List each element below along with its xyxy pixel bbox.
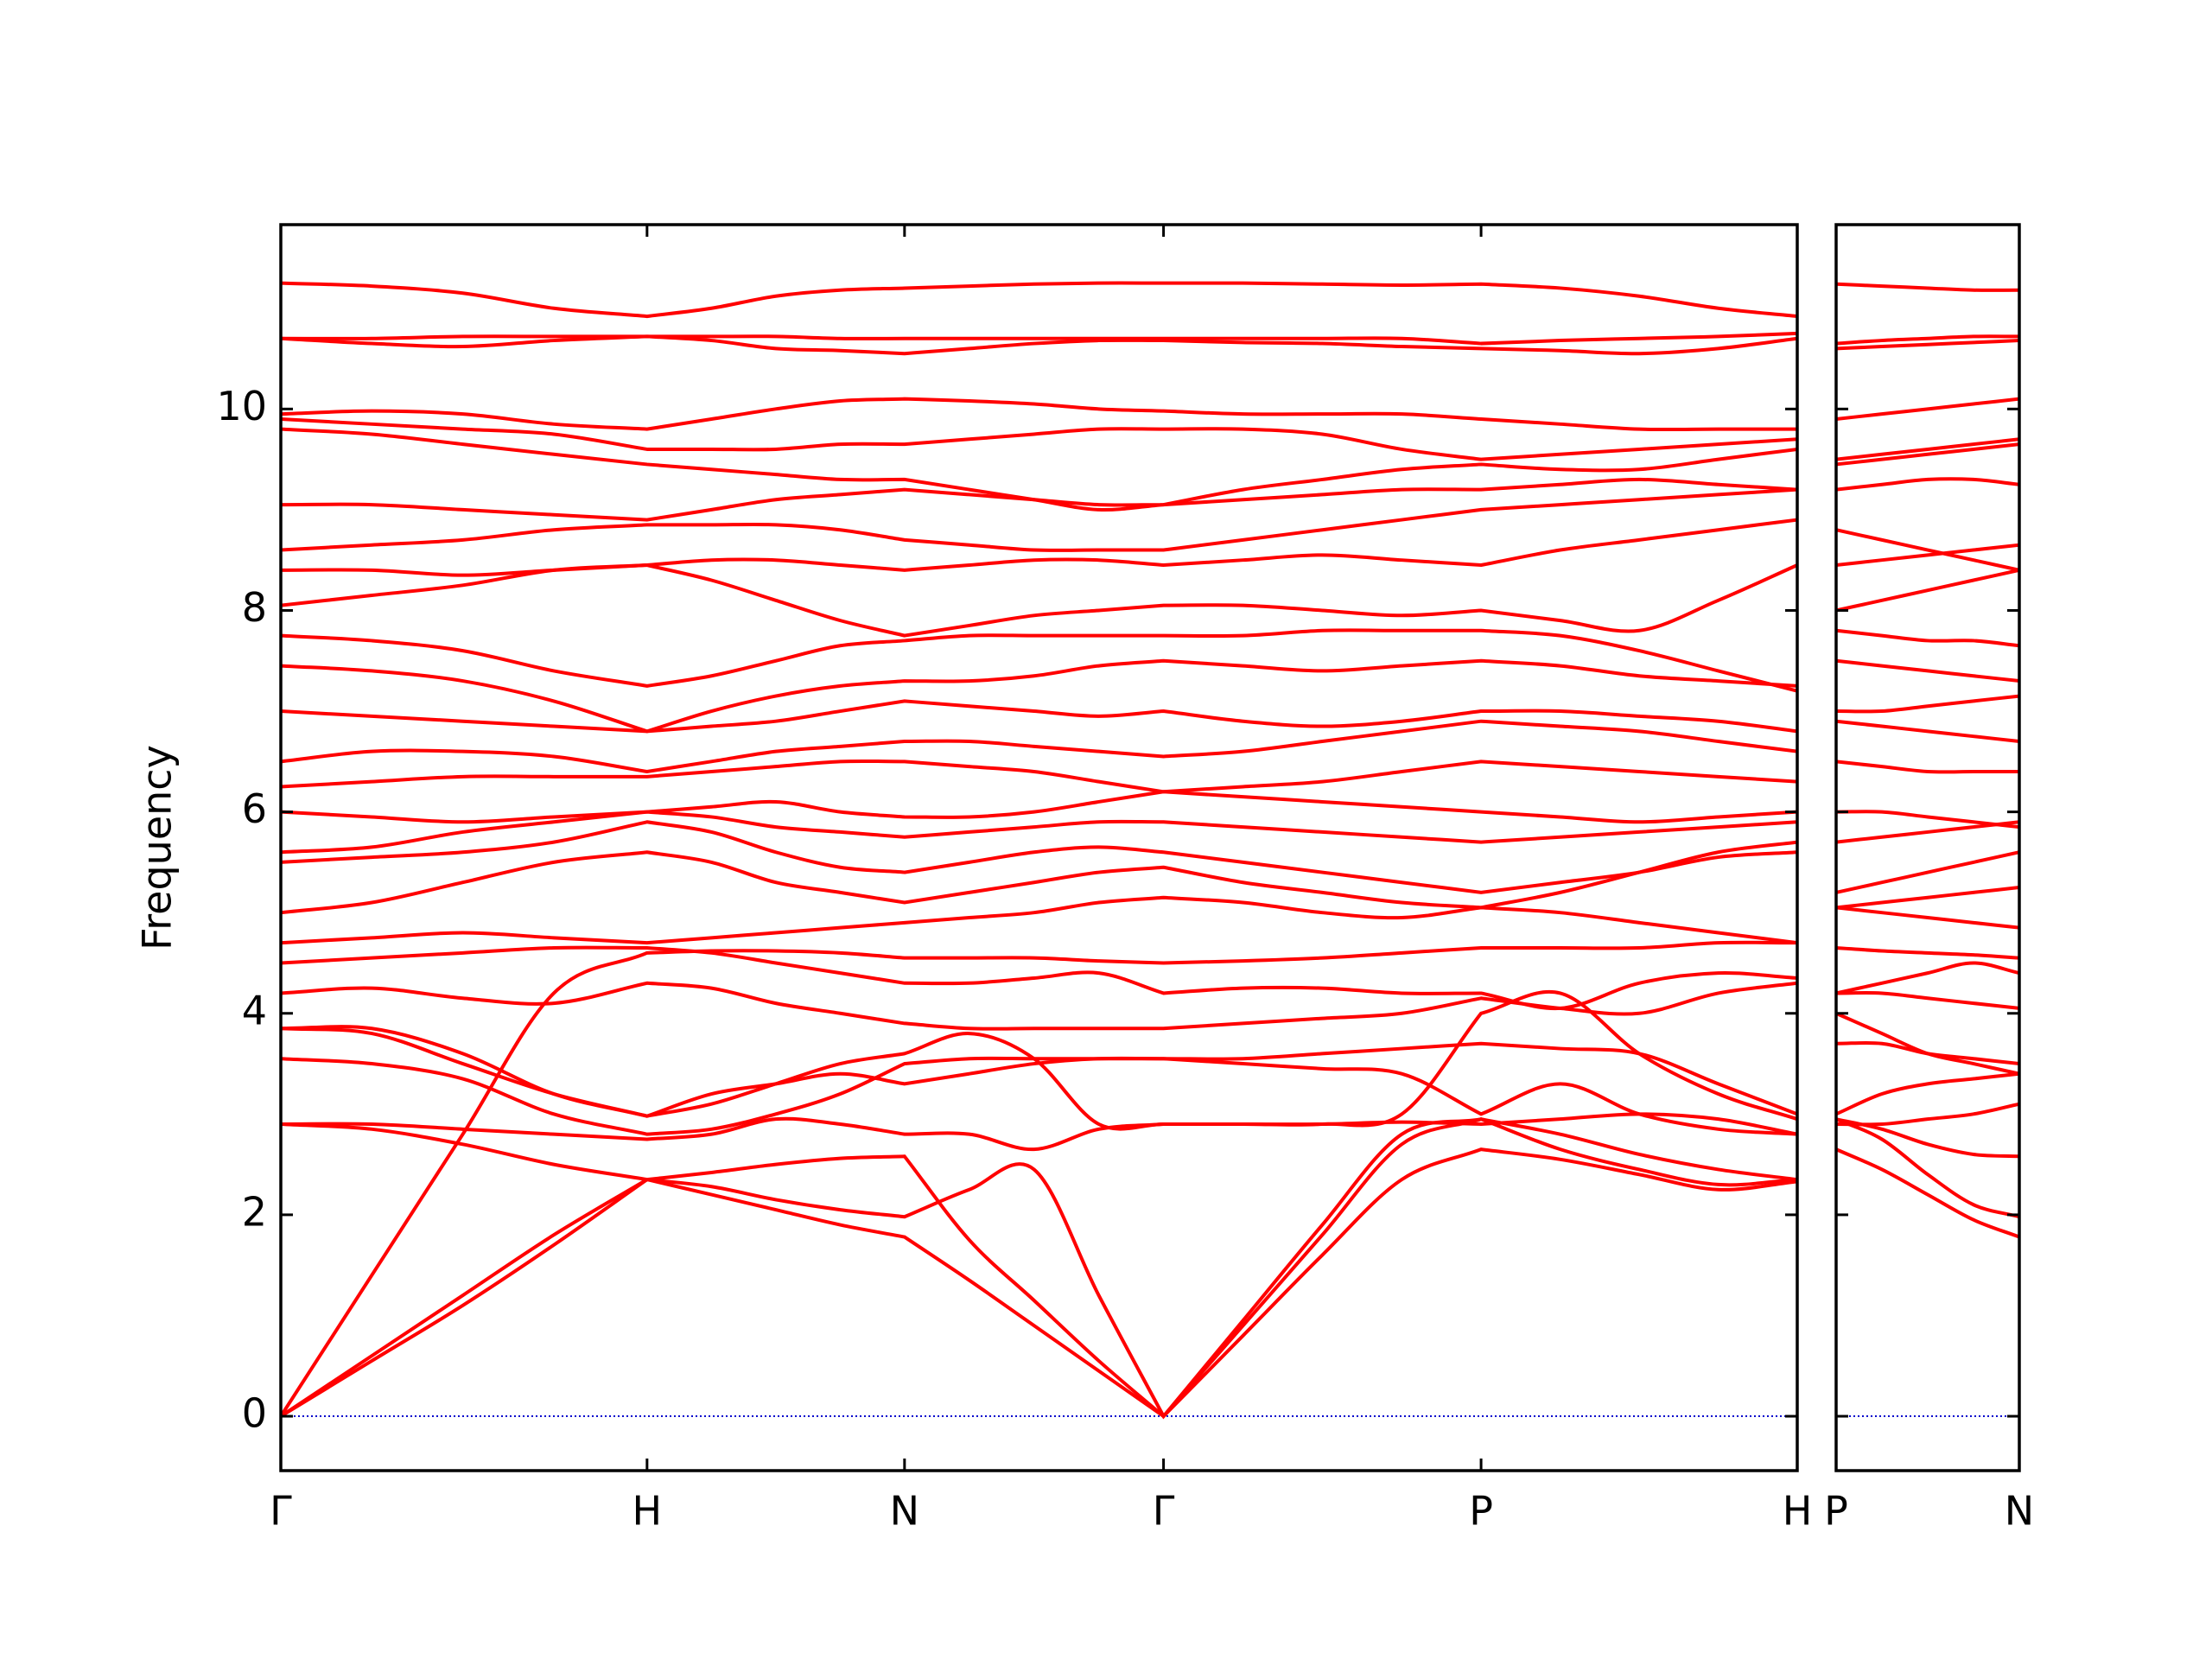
band-line	[1836, 694, 2019, 714]
band-line	[281, 1147, 1797, 1419]
band-line	[1836, 658, 2019, 683]
band-line	[1836, 1102, 2019, 1127]
band-line	[281, 945, 1797, 1011]
band-line	[1836, 961, 2019, 995]
band-line	[281, 1112, 1797, 1152]
band-line	[1836, 850, 2019, 894]
band-line	[281, 719, 1797, 774]
x-tick-label: N	[2005, 1488, 2034, 1535]
band-line	[281, 334, 1797, 356]
x-tick-label: Γ	[1153, 1488, 1175, 1535]
band-line	[1836, 437, 2019, 461]
band-line	[281, 331, 1797, 346]
y-axis-label: Frequency	[134, 745, 181, 950]
x-tick-label: Γ	[270, 1488, 292, 1535]
band-line	[1836, 1147, 2019, 1239]
band-line	[1836, 397, 2019, 421]
band-line	[281, 699, 1797, 734]
plot-area	[281, 281, 1797, 1420]
y-tick-label: 6	[242, 785, 267, 832]
band-line	[281, 1117, 1797, 1419]
axes-frame	[279, 223, 1799, 1472]
x-tick-label: N	[890, 1488, 919, 1535]
band-line	[1836, 1071, 2019, 1116]
band-line	[1836, 339, 2019, 351]
band-line	[281, 840, 1797, 915]
band-line	[1836, 991, 2019, 1010]
band-line	[281, 820, 1797, 894]
band-line	[281, 487, 1797, 552]
band-line	[281, 628, 1797, 693]
band-line	[1836, 945, 2019, 960]
x-tick-label: P	[1824, 1488, 1848, 1535]
band-line	[281, 940, 1797, 1418]
band-line	[1836, 442, 2019, 467]
plot-area	[1836, 282, 2019, 1418]
band-line	[1836, 568, 2019, 613]
band-line	[281, 810, 1797, 855]
band-line	[281, 790, 1797, 824]
band-line	[1836, 477, 2019, 492]
band-line	[281, 427, 1797, 512]
band-line	[281, 1056, 1797, 1136]
y-tick-label: 2	[242, 1188, 267, 1235]
band-line	[281, 397, 1797, 432]
band-line	[281, 759, 1797, 794]
band-line	[281, 518, 1797, 577]
x-tick-label: H	[632, 1488, 663, 1535]
band-line	[281, 563, 1797, 638]
band-line	[1836, 628, 2019, 648]
x-tick-label: H	[1783, 1488, 1813, 1535]
axes-frame	[1834, 223, 2021, 1472]
band-line	[1836, 1040, 2019, 1066]
y-tick-label: 0	[242, 1390, 267, 1437]
band-line	[1836, 334, 2019, 346]
y-tick-label: 10	[216, 383, 267, 429]
band-line	[281, 416, 1797, 461]
y-tick-label: 8	[242, 584, 267, 631]
band-line	[281, 658, 1797, 734]
band-line	[1836, 886, 2019, 910]
band-line	[281, 281, 1797, 319]
band-line	[1836, 282, 2019, 292]
band-line	[1836, 1117, 2019, 1219]
band-line	[281, 1025, 1797, 1118]
band-line	[1836, 760, 2019, 774]
band-line	[1836, 820, 2019, 844]
band-line	[281, 1117, 1797, 1420]
band-line	[1836, 528, 2019, 572]
band-line	[1836, 906, 2019, 930]
x-tick-label: P	[1469, 1488, 1493, 1535]
y-tick-label: 4	[242, 987, 267, 1033]
band-line	[281, 895, 1797, 945]
band-line	[1836, 719, 2019, 744]
band-line	[1836, 810, 2019, 830]
band-line	[1836, 543, 2019, 567]
